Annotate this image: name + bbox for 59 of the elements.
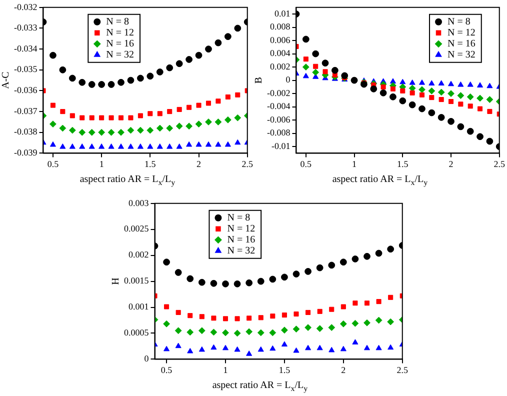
y-axis-title: B [254,76,265,84]
y-tick-label: -0.008 [266,128,291,138]
legend-label: N = 12 [106,28,134,39]
y-tick-label: -0.01 [271,140,290,151]
x-tick-label: 2.5 [242,158,254,169]
y-tick-label: 0.002 [128,250,149,260]
y-tick-label: 0.003 [128,198,150,208]
y-tick-label: 0.002 [270,61,290,72]
y-tick-label: -0.034 [14,43,38,54]
y-tick-label: -0.006 [266,114,291,124]
x-tick-label: 2 [448,158,454,169]
x-tick-label: 1 [352,158,357,169]
x-tick-label: 2.5 [396,364,408,375]
x-tick-label: 1.5 [144,158,156,169]
x-tick-label: 2 [196,158,202,169]
y-axis-title: A-C [0,71,12,89]
x-tick-label: 0.5 [160,364,173,375]
y-tick-label: -0.004 [266,101,291,112]
x-tick-label: 1 [99,158,104,169]
y-tick-label: -0.032 [14,2,38,12]
legend-label: N = 16 [448,38,476,50]
y-tick-label: -0.035 [14,64,38,74]
y-tick-label: -0.002 [266,88,290,98]
y-tick-label: -0.036 [14,85,38,96]
legend-label: N = 8 [448,16,470,28]
legend-label: N = 16 [227,234,256,246]
y-tick-label: 0.0025 [124,224,150,234]
y-tick-label: 0 [144,354,150,364]
y-tick-label: 0.0005 [124,328,150,338]
y-tick-label: 0 [286,74,291,85]
y-tick-label: 0.008 [270,22,291,32]
x-axis-title: aspect ratio AR = L$_{x}$/L$_{y}$ [331,174,429,187]
y-tick-label: -0.038 [14,126,38,137]
y-tick-label: 0.01 [274,8,290,18]
x-tick-label: 2 [341,364,346,375]
x-axis-title: aspect ratio AR = L$_{x}$/L$_{y}$ [78,174,176,187]
x-tick-label: 0.5 [300,158,312,169]
legend-label: N = 32 [227,246,256,257]
y-tick-label: -0.039 [14,148,38,158]
x-tick-label: 1.5 [278,364,291,375]
y-tick-label: 0.004 [270,48,291,58]
x-tick-label: 0.5 [47,158,60,169]
legend-label: N = 32 [448,50,476,61]
y-tick-label: 0.006 [270,34,291,45]
x-tick-label: 1.5 [397,158,409,169]
y-axis-title: H [110,278,122,285]
x-tick-label: 2.5 [494,158,506,169]
legend-label: N = 8 [227,212,250,224]
y-tick-label: 0.001 [128,302,149,312]
legend-label: N = 8 [106,16,130,28]
x-tick-label: 1 [223,364,228,375]
legend-label: N = 32 [106,50,134,61]
y-tick-label: 0.0015 [124,276,150,286]
y-tick-label: -0.037 [14,106,38,116]
legend-label: N = 12 [227,224,256,235]
y-tick-label: -0.033 [14,22,38,33]
x-axis-title: aspect ratio AR = L$_{x}$/L$_{y}$ [211,380,309,393]
legend-label: N = 12 [448,28,476,39]
legend-label: N = 16 [106,38,134,50]
